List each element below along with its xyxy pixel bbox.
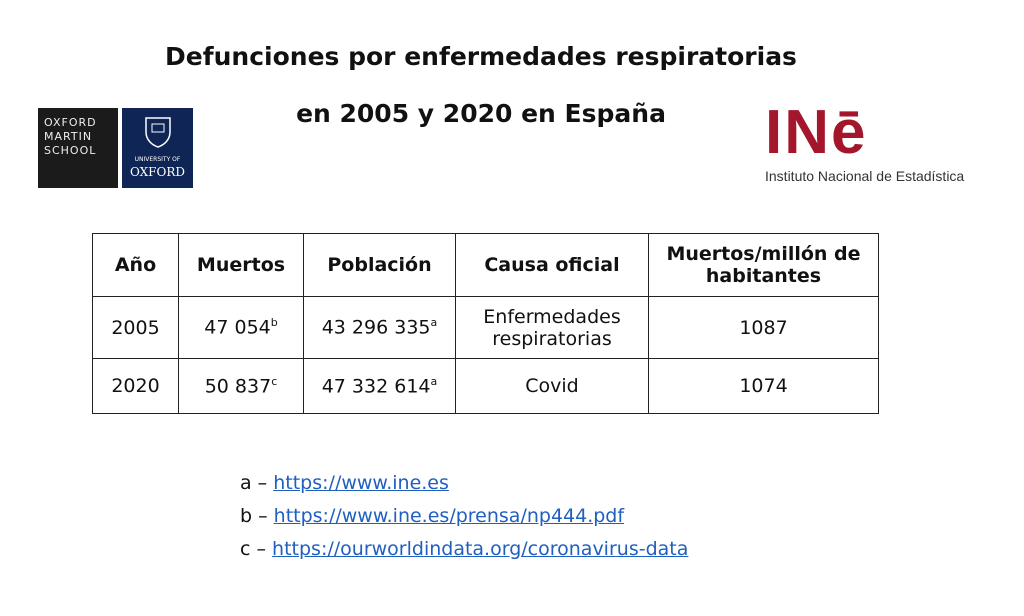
header-cell: Muertos xyxy=(178,233,304,297)
footnote-ref: b xyxy=(270,316,278,330)
logo-text: MARTIN xyxy=(44,130,93,143)
table-cell: 1074 xyxy=(648,358,879,414)
cell-text: 50 837 xyxy=(204,375,272,398)
table-cell: 2005 xyxy=(92,296,179,359)
logo-text: SCHOOL xyxy=(44,144,97,157)
footnote-ref: a xyxy=(430,374,438,388)
header-cell: Población xyxy=(303,233,456,297)
footnote: c – https://ourworldindata.org/coronavir… xyxy=(240,538,688,560)
logo-text: OXFORD xyxy=(44,116,97,129)
title-line: Defunciones por enfermedades respiratori… xyxy=(165,42,797,71)
cell-text: Enfermedades respiratorias xyxy=(483,305,621,350)
footnote-link[interactable]: https://ourworldindata.org/coronavirus-d… xyxy=(272,538,689,560)
cell-text: 43 296 335 xyxy=(321,316,431,339)
title-line: en 2005 y 2020 en España xyxy=(296,99,666,128)
cell-text: 47 332 614 xyxy=(321,375,431,398)
table-cell: 47 054b xyxy=(178,296,304,359)
header-cell: Año xyxy=(92,233,179,297)
logo-text: UNIVERSITY OF xyxy=(134,156,181,163)
table-cell: Covid xyxy=(455,358,649,414)
footnote-prefix: a – xyxy=(240,472,268,494)
cell-text: 1087 xyxy=(739,316,788,339)
cell-text: 2005 xyxy=(111,316,160,339)
crest xyxy=(145,117,171,148)
footnote-prefix: b – xyxy=(240,505,268,527)
table-cell: 43 296 335a xyxy=(303,296,456,359)
ine-logo: INē Instituto Nacional de Estadística xyxy=(765,98,990,184)
data-table: Año Muertos Población Causa oficial Muer… xyxy=(92,233,879,414)
footnote: b – https://www.ine.es/prensa/np444.pdf xyxy=(240,505,624,527)
table-cell: 50 837c xyxy=(178,358,304,414)
footnote-prefix: c – xyxy=(240,538,266,560)
logo-text: OXFORD xyxy=(130,165,185,179)
ine-name: Instituto Nacional de Estadística xyxy=(765,168,965,184)
cell-text: 1074 xyxy=(739,375,788,397)
footnote-ref: c xyxy=(271,374,278,388)
footnote-ref: a xyxy=(430,316,438,330)
table-cell: 1087 xyxy=(648,296,879,359)
cell-text: Covid xyxy=(525,375,579,397)
footnote: a – https://www.ine.es xyxy=(240,472,449,494)
ine-mark: INē xyxy=(765,98,868,167)
table-cell: Enfermedades respiratorias xyxy=(455,296,649,359)
table-cell: 2020 xyxy=(92,358,179,414)
table-cell: 47 332 614a xyxy=(303,358,456,414)
cell-text: 47 054 xyxy=(204,316,271,339)
header-cell: Causa oficial xyxy=(455,233,649,297)
oxford-logo: OXFORD MARTIN SCHOOL UNIVERSITY OF OXFOR… xyxy=(38,108,193,188)
university-block: UNIVERSITY OF OXFORD xyxy=(122,108,193,188)
footnote-link[interactable]: https://www.ine.es xyxy=(273,472,449,494)
footnote-link[interactable]: https://www.ine.es/prensa/np444.pdf xyxy=(273,505,625,527)
header-cell: Muertos/millón de habitantes xyxy=(648,233,879,297)
cell-text: 2020 xyxy=(111,375,160,397)
oxford-martin-block: OXFORD MARTIN SCHOOL xyxy=(38,108,118,188)
